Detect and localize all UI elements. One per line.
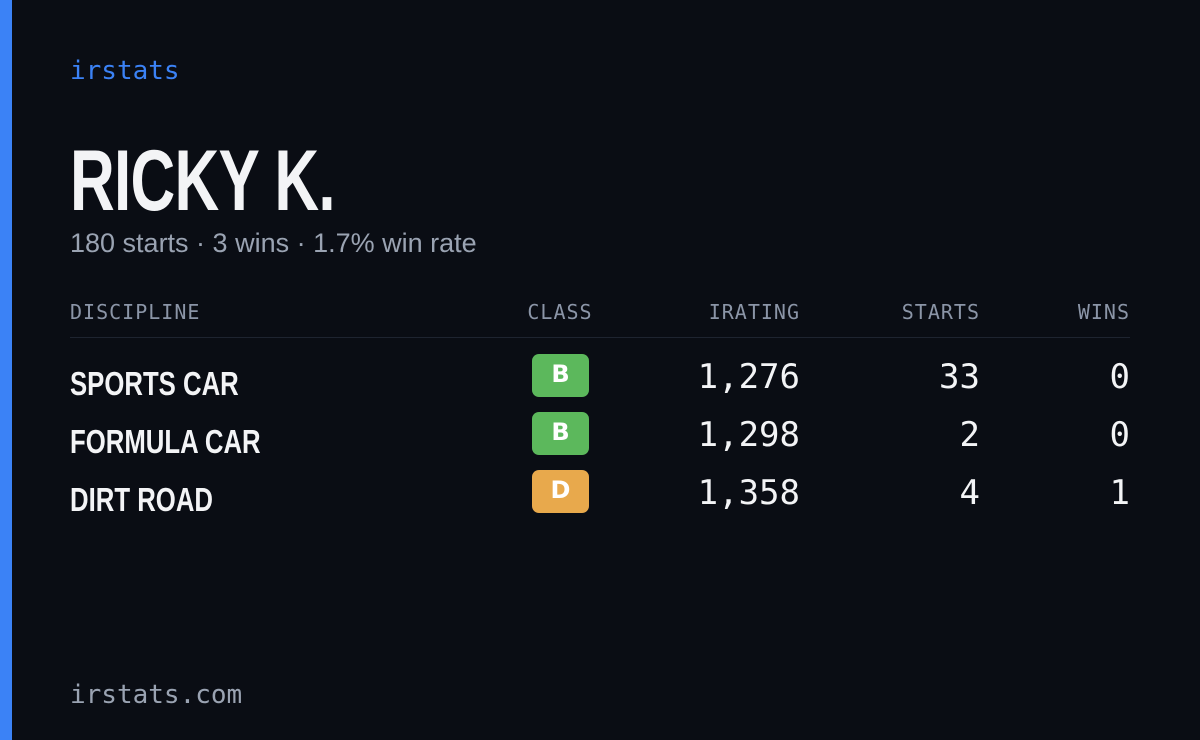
starts: 4 — [959, 473, 980, 513]
class-badge: B — [532, 412, 589, 455]
discipline: SPORTS CAR — [70, 365, 239, 402]
class-badge: D — [532, 470, 589, 513]
column-header: DISCIPLINE — [70, 300, 201, 324]
header-rule — [70, 337, 1130, 338]
column-header: STARTS — [901, 300, 980, 324]
class-badge: B — [532, 354, 589, 397]
accent-bar — [0, 0, 12, 740]
irating: 1,298 — [697, 415, 800, 455]
starts: 2 — [959, 415, 980, 455]
driver-name: RICKY K. — [70, 133, 336, 229]
brand: irstats — [70, 56, 180, 86]
wins: 0 — [1109, 415, 1130, 455]
column-header: CLASS — [527, 300, 593, 324]
footer-url: irstats.com — [70, 680, 243, 710]
wins: 1 — [1109, 473, 1130, 513]
summary: 180 starts · 3 wins · 1.7% win rate — [70, 228, 477, 258]
column-header: WINS — [1077, 300, 1130, 324]
starts: 33 — [939, 357, 980, 397]
column-header: IRATING — [708, 300, 800, 324]
irating: 1,358 — [697, 473, 800, 513]
discipline: FORMULA CAR — [70, 423, 261, 460]
wins: 0 — [1109, 357, 1130, 397]
irating: 1,276 — [697, 357, 800, 397]
discipline: DIRT ROAD — [70, 481, 213, 518]
